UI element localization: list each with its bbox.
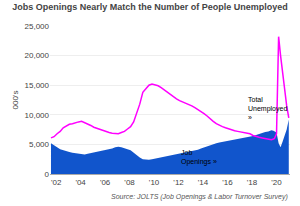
svg-text:'12: '12 (173, 178, 184, 187)
svg-text:000's: 000's (11, 91, 20, 110)
svg-text:15,000: 15,000 (25, 81, 50, 90)
svg-text:5,000: 5,000 (29, 140, 50, 149)
svg-text:'06: '06 (100, 178, 111, 187)
svg-text:JobOpenings »: JobOpenings » (181, 149, 217, 166)
svg-text:Source: JOLTS (Job Openings &: Source: JOLTS (Job Openings & Labor Turn… (111, 193, 288, 201)
svg-text:'10: '10 (149, 178, 160, 187)
svg-text:'08: '08 (124, 178, 135, 187)
svg-text:20,000: 20,000 (25, 51, 50, 60)
svg-text:TotalUnemployed»: TotalUnemployed» (248, 96, 287, 121)
svg-text:'04: '04 (75, 178, 86, 187)
svg-text:'14: '14 (198, 178, 209, 187)
svg-text:0: 0 (45, 170, 50, 179)
svg-text:25,000: 25,000 (25, 22, 50, 31)
svg-text:'02: '02 (51, 178, 62, 187)
svg-text:Jobs Openings Nearly Match the: Jobs Openings Nearly Match the Number of… (12, 2, 288, 12)
svg-text:10,000: 10,000 (25, 111, 50, 120)
svg-text:'18: '18 (247, 178, 258, 187)
svg-text:'20: '20 (271, 178, 282, 187)
svg-text:'16: '16 (222, 178, 233, 187)
